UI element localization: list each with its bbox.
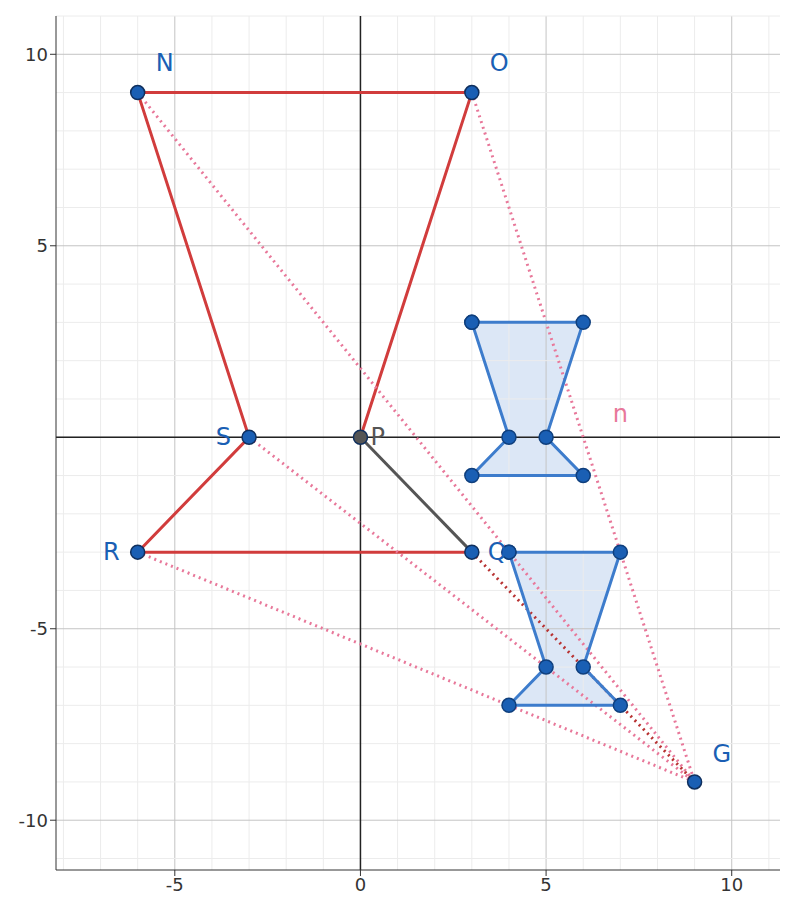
svg-text:Q: Q (488, 538, 507, 566)
svg-text:10: 10 (720, 874, 743, 895)
svg-text:-5: -5 (30, 618, 48, 639)
svg-text:N: N (156, 49, 174, 77)
svg-text:n: n (613, 400, 628, 428)
svg-text:0: 0 (355, 874, 366, 895)
svg-text:S: S (216, 423, 231, 451)
svg-text:G: G (713, 740, 732, 768)
svg-text:-10: -10 (19, 810, 48, 831)
svg-text:5: 5 (540, 874, 551, 895)
svg-text:10: 10 (25, 44, 48, 65)
svg-text:-5: -5 (166, 874, 184, 895)
svg-text:O: O (490, 49, 509, 77)
svg-text:R: R (103, 538, 120, 566)
svg-text:5: 5 (37, 235, 48, 256)
svg-text:P: P (370, 423, 384, 451)
